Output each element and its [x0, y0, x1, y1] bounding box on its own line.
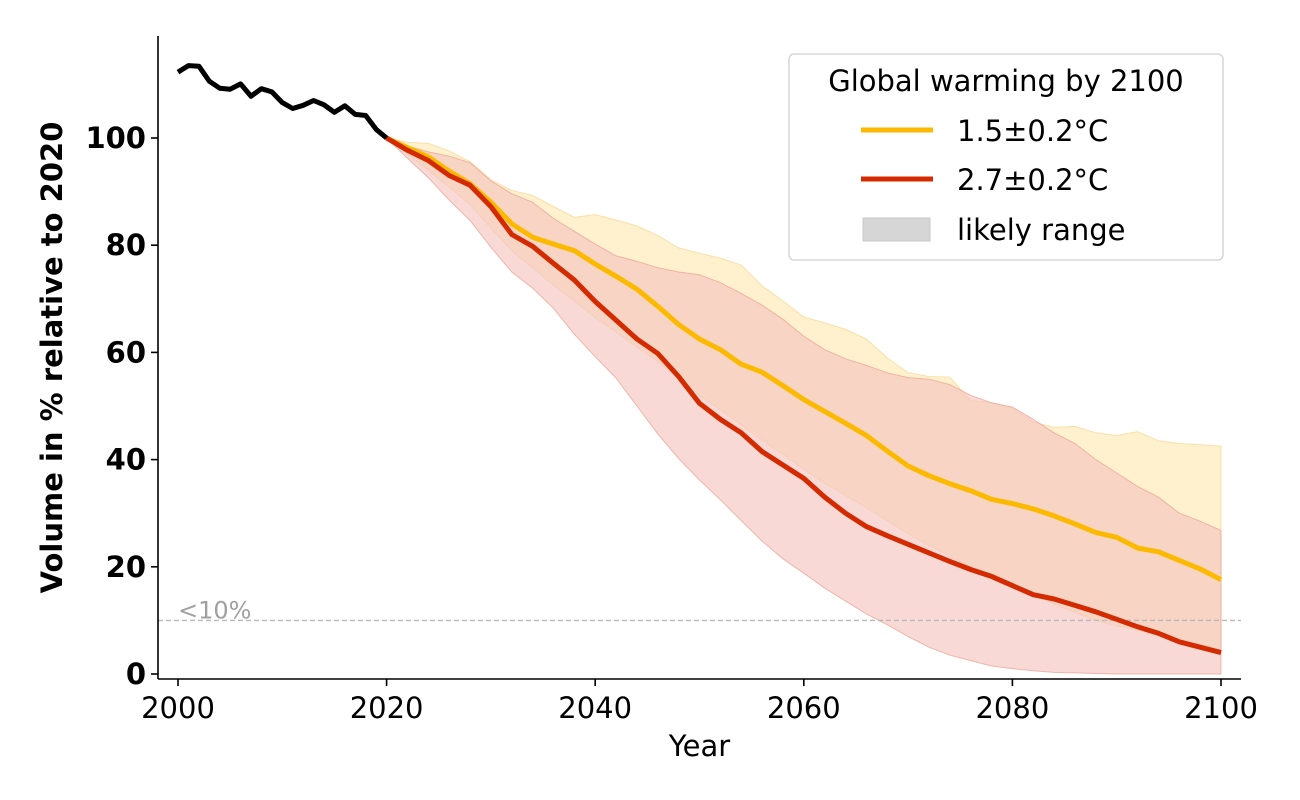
legend: Global warming by 2100 1.5±0.2°C 2.7±0.2… [788, 53, 1224, 261]
legend-swatch-likely-range [862, 217, 931, 242]
line-historical [176, 63, 389, 140]
legend-title: Global warming by 2100 [828, 64, 1184, 98]
line-2-7-0-2-c [385, 135, 1222, 656]
x-tick-label: 2020 [350, 691, 424, 725]
ten-percent-annotation: <10% [178, 596, 251, 624]
x-tick-label: 2040 [558, 691, 632, 725]
x-tick-label: 2100 [1184, 691, 1258, 725]
series-lines [176, 63, 1223, 656]
y-tick-label: 40 [106, 443, 146, 477]
band-2-7-0-2-c [386, 137, 1222, 675]
x-tick-label: 2000 [141, 691, 215, 725]
y-tick-label: 60 [106, 335, 146, 369]
legend-label-2-7c: 2.7±0.2°C [957, 163, 1108, 197]
y-tick-label: 100 [85, 121, 146, 155]
y-tick-label: 20 [106, 550, 146, 584]
legend-label-likely-range: likely range [957, 213, 1125, 247]
line-1-5-0-2-c [385, 135, 1223, 582]
x-tick-label: 2060 [767, 691, 841, 725]
x-axis-title: Year [668, 729, 730, 763]
legend-frame [788, 53, 1224, 261]
y-axis-title: Volume in % relative to 2020 [35, 122, 69, 594]
x-tick-label: 2080 [975, 691, 1049, 725]
legend-label-1-5c: 1.5±0.2°C [957, 114, 1108, 148]
y-tick-label: 0 [126, 657, 146, 691]
y-tick-label: 80 [106, 228, 146, 262]
